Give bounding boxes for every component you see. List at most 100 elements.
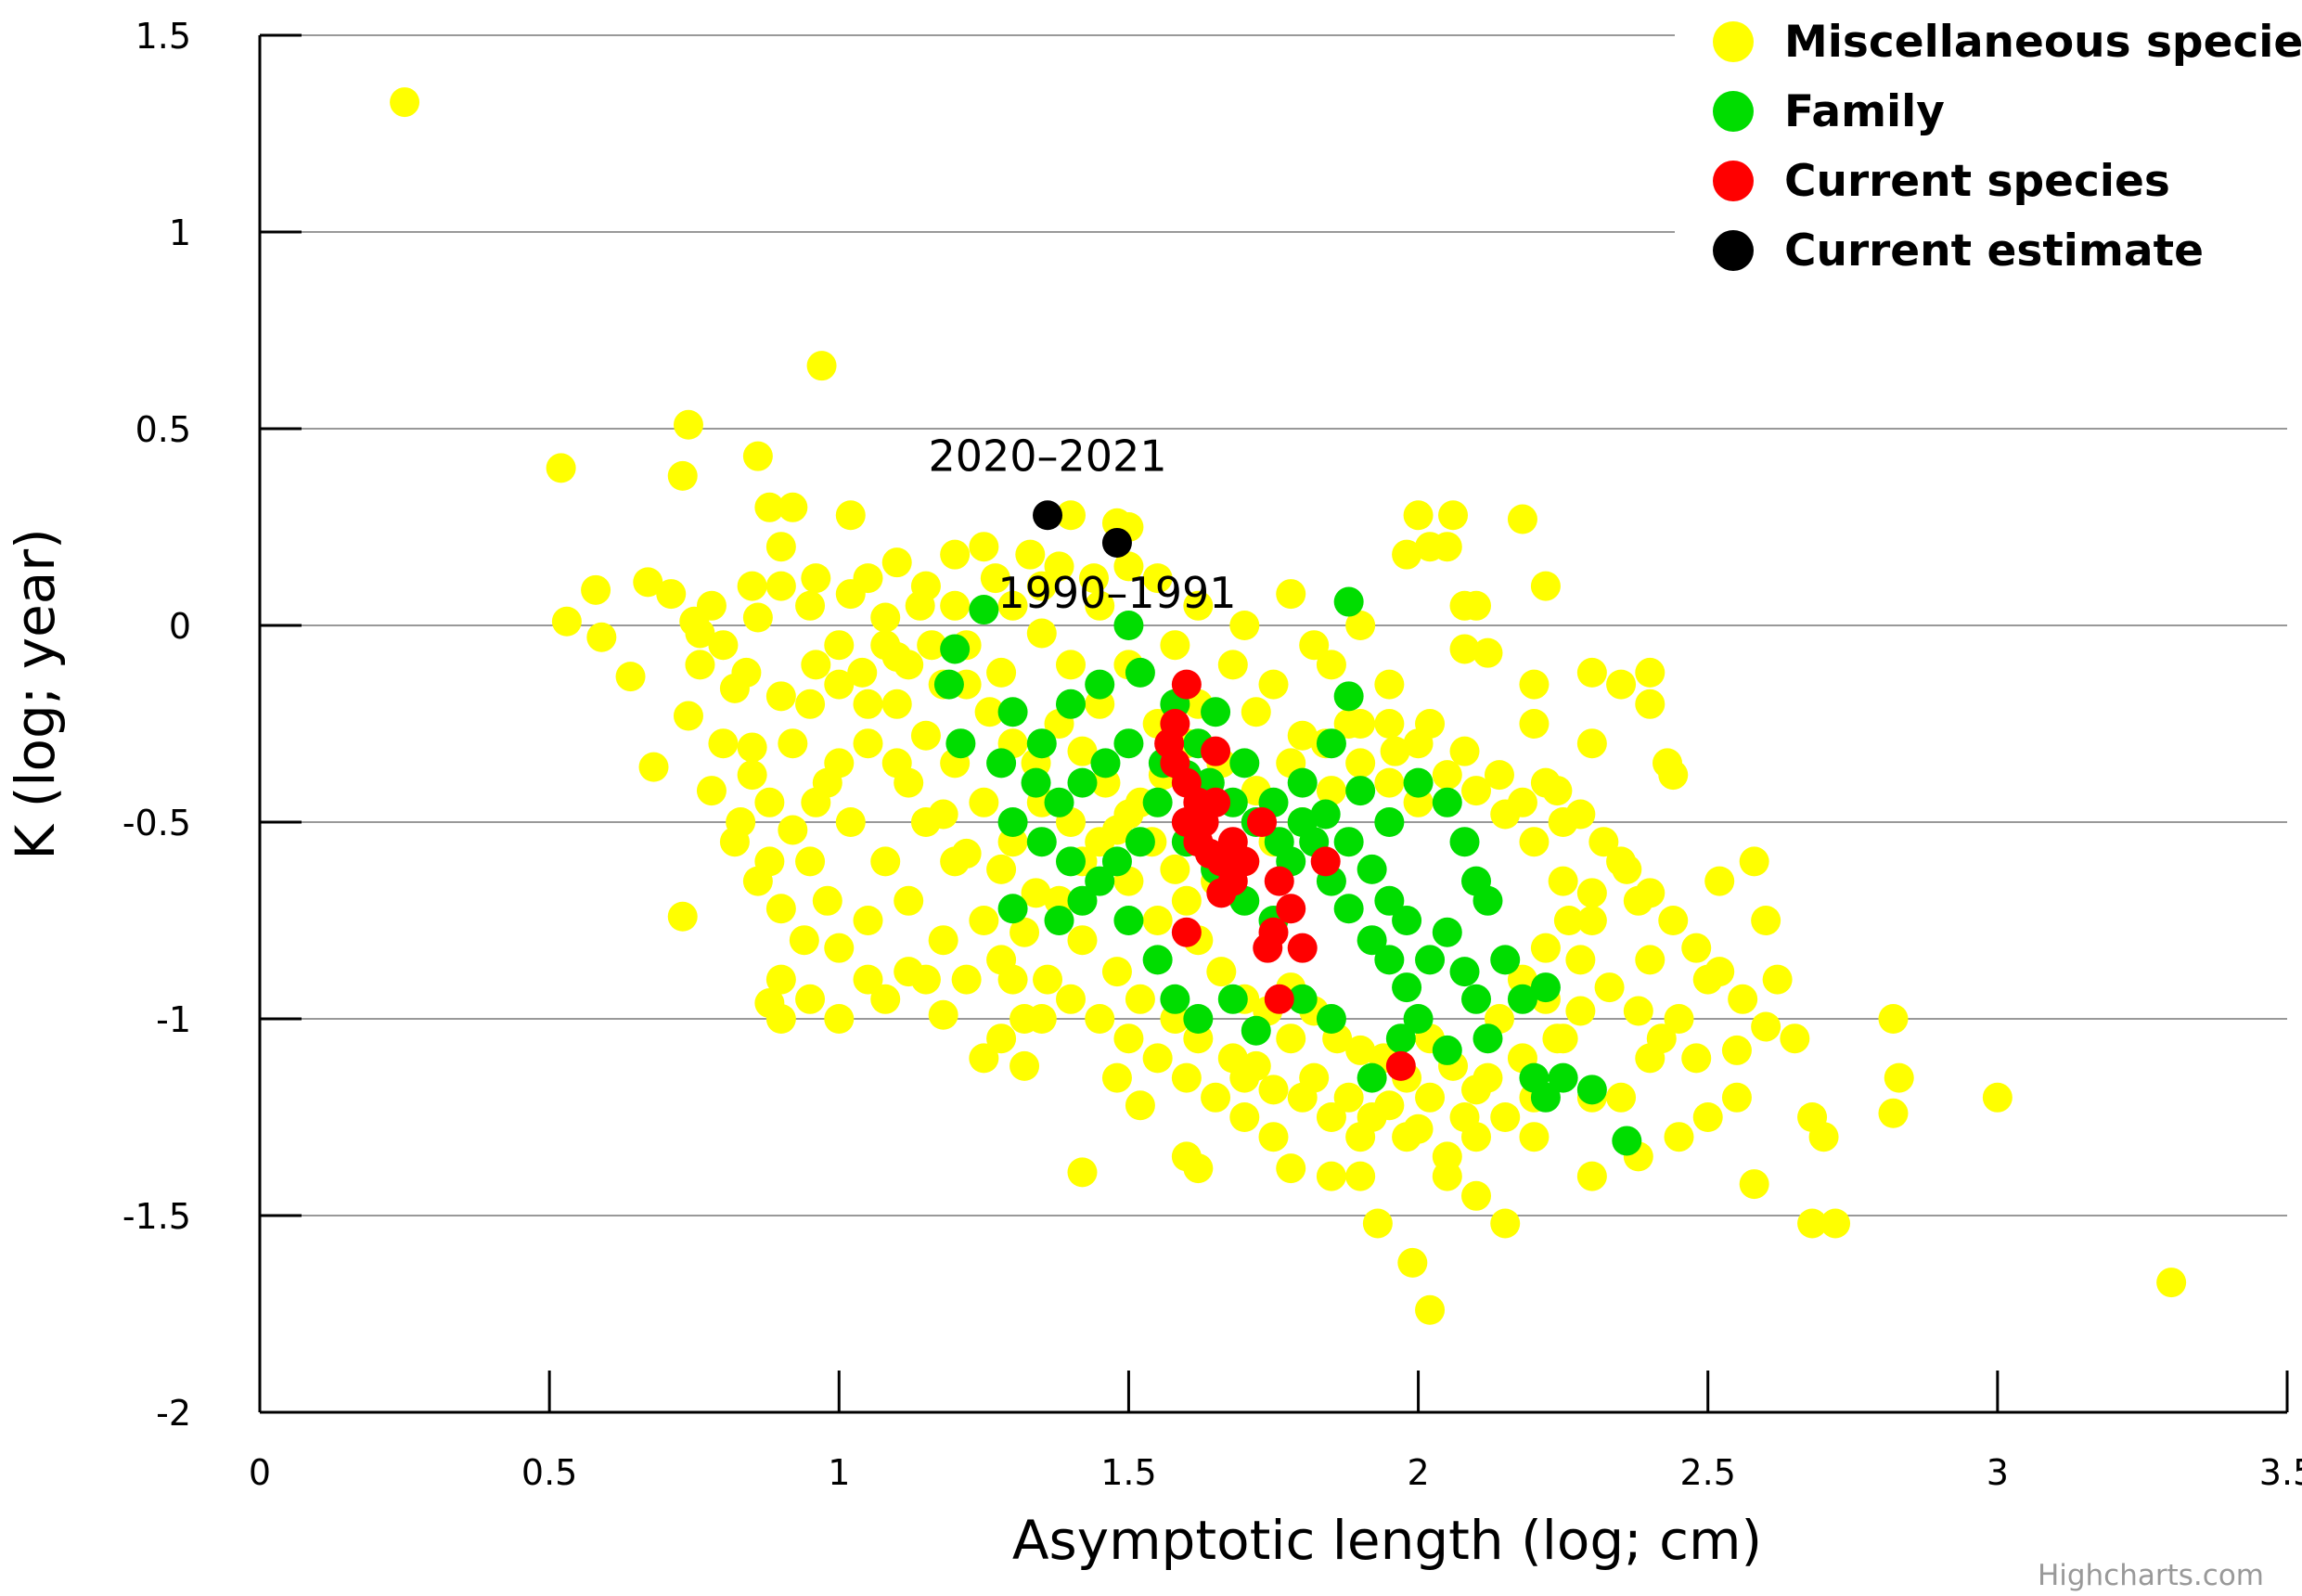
misc-point[interactable] xyxy=(870,984,901,1014)
misc-point[interactable] xyxy=(1438,500,1469,531)
misc-point[interactable] xyxy=(1519,827,1550,857)
misc-point[interactable] xyxy=(667,901,698,932)
misc-point[interactable] xyxy=(795,984,826,1014)
misc-point[interactable] xyxy=(708,728,739,759)
family-point[interactable] xyxy=(969,595,999,625)
misc-point[interactable] xyxy=(870,602,901,633)
misc-point[interactable] xyxy=(1646,1023,1677,1054)
misc-point[interactable] xyxy=(1125,984,1155,1014)
misc-point[interactable] xyxy=(1884,1062,1914,1093)
misc-point[interactable] xyxy=(853,906,883,935)
misc-point[interactable] xyxy=(754,988,785,1019)
misc-point[interactable] xyxy=(1258,1122,1289,1152)
misc-point[interactable] xyxy=(1333,1082,1364,1113)
family-point[interactable] xyxy=(1374,885,1405,916)
misc-point[interactable] xyxy=(1403,500,1434,531)
family-point[interactable] xyxy=(1125,827,1155,857)
misc-point[interactable] xyxy=(765,681,796,712)
misc-point[interactable] xyxy=(1101,1062,1132,1093)
misc-point[interactable] xyxy=(1623,996,1653,1026)
misc-point[interactable] xyxy=(1258,669,1289,700)
misc-point[interactable] xyxy=(1576,657,1607,688)
family-point[interactable] xyxy=(1357,1062,1387,1093)
current-species-point[interactable] xyxy=(1247,807,1278,837)
misc-point[interactable] xyxy=(1762,964,1793,995)
misc-point[interactable] xyxy=(894,767,924,798)
misc-point[interactable] xyxy=(951,964,982,995)
misc-point[interactable] xyxy=(1797,1208,1828,1239)
family-point[interactable] xyxy=(1090,748,1121,779)
misc-point[interactable] xyxy=(1033,964,1063,995)
misc-point[interactable] xyxy=(1664,1004,1694,1034)
family-point[interactable] xyxy=(1530,972,1561,1003)
misc-point[interactable] xyxy=(1113,1023,1144,1054)
misc-point[interactable] xyxy=(1113,551,1144,582)
misc-point[interactable] xyxy=(1878,1098,1909,1128)
misc-point[interactable] xyxy=(1026,571,1057,601)
family-point[interactable] xyxy=(1287,807,1318,837)
misc-point[interactable] xyxy=(1397,1247,1428,1278)
misc-point[interactable] xyxy=(1490,1208,1521,1239)
misc-point[interactable] xyxy=(1780,1023,1810,1054)
misc-point[interactable] xyxy=(1229,1062,1260,1093)
family-point[interactable] xyxy=(1357,925,1387,956)
misc-point[interactable] xyxy=(1606,669,1637,700)
family-point[interactable] xyxy=(1432,917,1462,947)
misc-point[interactable] xyxy=(1594,972,1625,1003)
misc-point[interactable] xyxy=(1415,532,1446,562)
family-point[interactable] xyxy=(1345,776,1376,806)
family-point[interactable] xyxy=(1217,984,1248,1014)
current-species-point[interactable] xyxy=(1287,933,1318,963)
family-point[interactable] xyxy=(1432,1035,1462,1065)
misc-point[interactable] xyxy=(1542,1023,1573,1054)
misc-point[interactable] xyxy=(581,574,611,605)
current-species-point[interactable] xyxy=(1264,866,1294,896)
misc-point[interactable] xyxy=(1449,634,1480,664)
misc-point[interactable] xyxy=(969,1043,999,1074)
misc-point[interactable] xyxy=(847,657,878,688)
misc-point[interactable] xyxy=(1101,957,1132,987)
misc-point[interactable] xyxy=(1183,1153,1214,1184)
misc-point[interactable] xyxy=(1658,906,1689,935)
family-point[interactable] xyxy=(1392,972,1422,1003)
misc-point[interactable] xyxy=(881,689,912,719)
misc-point[interactable] xyxy=(910,964,941,995)
family-point[interactable] xyxy=(997,697,1028,727)
current-species-point[interactable] xyxy=(1264,984,1294,1014)
misc-point[interactable] xyxy=(917,630,947,661)
misc-point[interactable] xyxy=(1461,1122,1491,1152)
misc-point[interactable] xyxy=(1183,590,1214,621)
misc-point[interactable] xyxy=(1276,1153,1306,1184)
family-point[interactable] xyxy=(1044,906,1074,935)
current-species-point[interactable] xyxy=(1201,787,1231,817)
misc-point[interactable] xyxy=(1056,650,1086,680)
misc-point[interactable] xyxy=(1432,1141,1462,1172)
misc-point[interactable] xyxy=(1160,854,1190,884)
family-point[interactable] xyxy=(1142,945,1173,975)
family-point[interactable] xyxy=(1229,748,1260,779)
current-species-point[interactable] xyxy=(1201,736,1231,766)
misc-point[interactable] xyxy=(754,787,785,817)
current-species-point[interactable] xyxy=(1253,933,1283,963)
family-point[interactable] xyxy=(1201,697,1231,727)
misc-point[interactable] xyxy=(737,571,767,601)
family-point[interactable] xyxy=(1085,866,1115,896)
misc-point[interactable] xyxy=(1085,1004,1115,1034)
misc-point[interactable] xyxy=(1229,611,1260,640)
misc-point[interactable] xyxy=(1461,1075,1491,1105)
misc-point[interactable] xyxy=(731,657,762,688)
misc-point[interactable] xyxy=(986,657,1017,688)
misc-point[interactable] xyxy=(1490,1102,1521,1132)
misc-point[interactable] xyxy=(656,579,687,610)
misc-point[interactable] xyxy=(824,748,855,779)
family-point[interactable] xyxy=(1507,984,1537,1014)
misc-point[interactable] xyxy=(1739,846,1769,877)
family-point[interactable] xyxy=(1125,657,1155,688)
misc-point[interactable] xyxy=(980,563,1010,594)
misc-point[interactable] xyxy=(881,641,912,672)
family-point[interactable] xyxy=(1530,1082,1561,1113)
family-point[interactable] xyxy=(1316,728,1346,759)
misc-legend-marker[interactable] xyxy=(1713,21,1754,62)
family-point[interactable] xyxy=(1085,669,1115,700)
misc-point[interactable] xyxy=(1415,1082,1446,1113)
